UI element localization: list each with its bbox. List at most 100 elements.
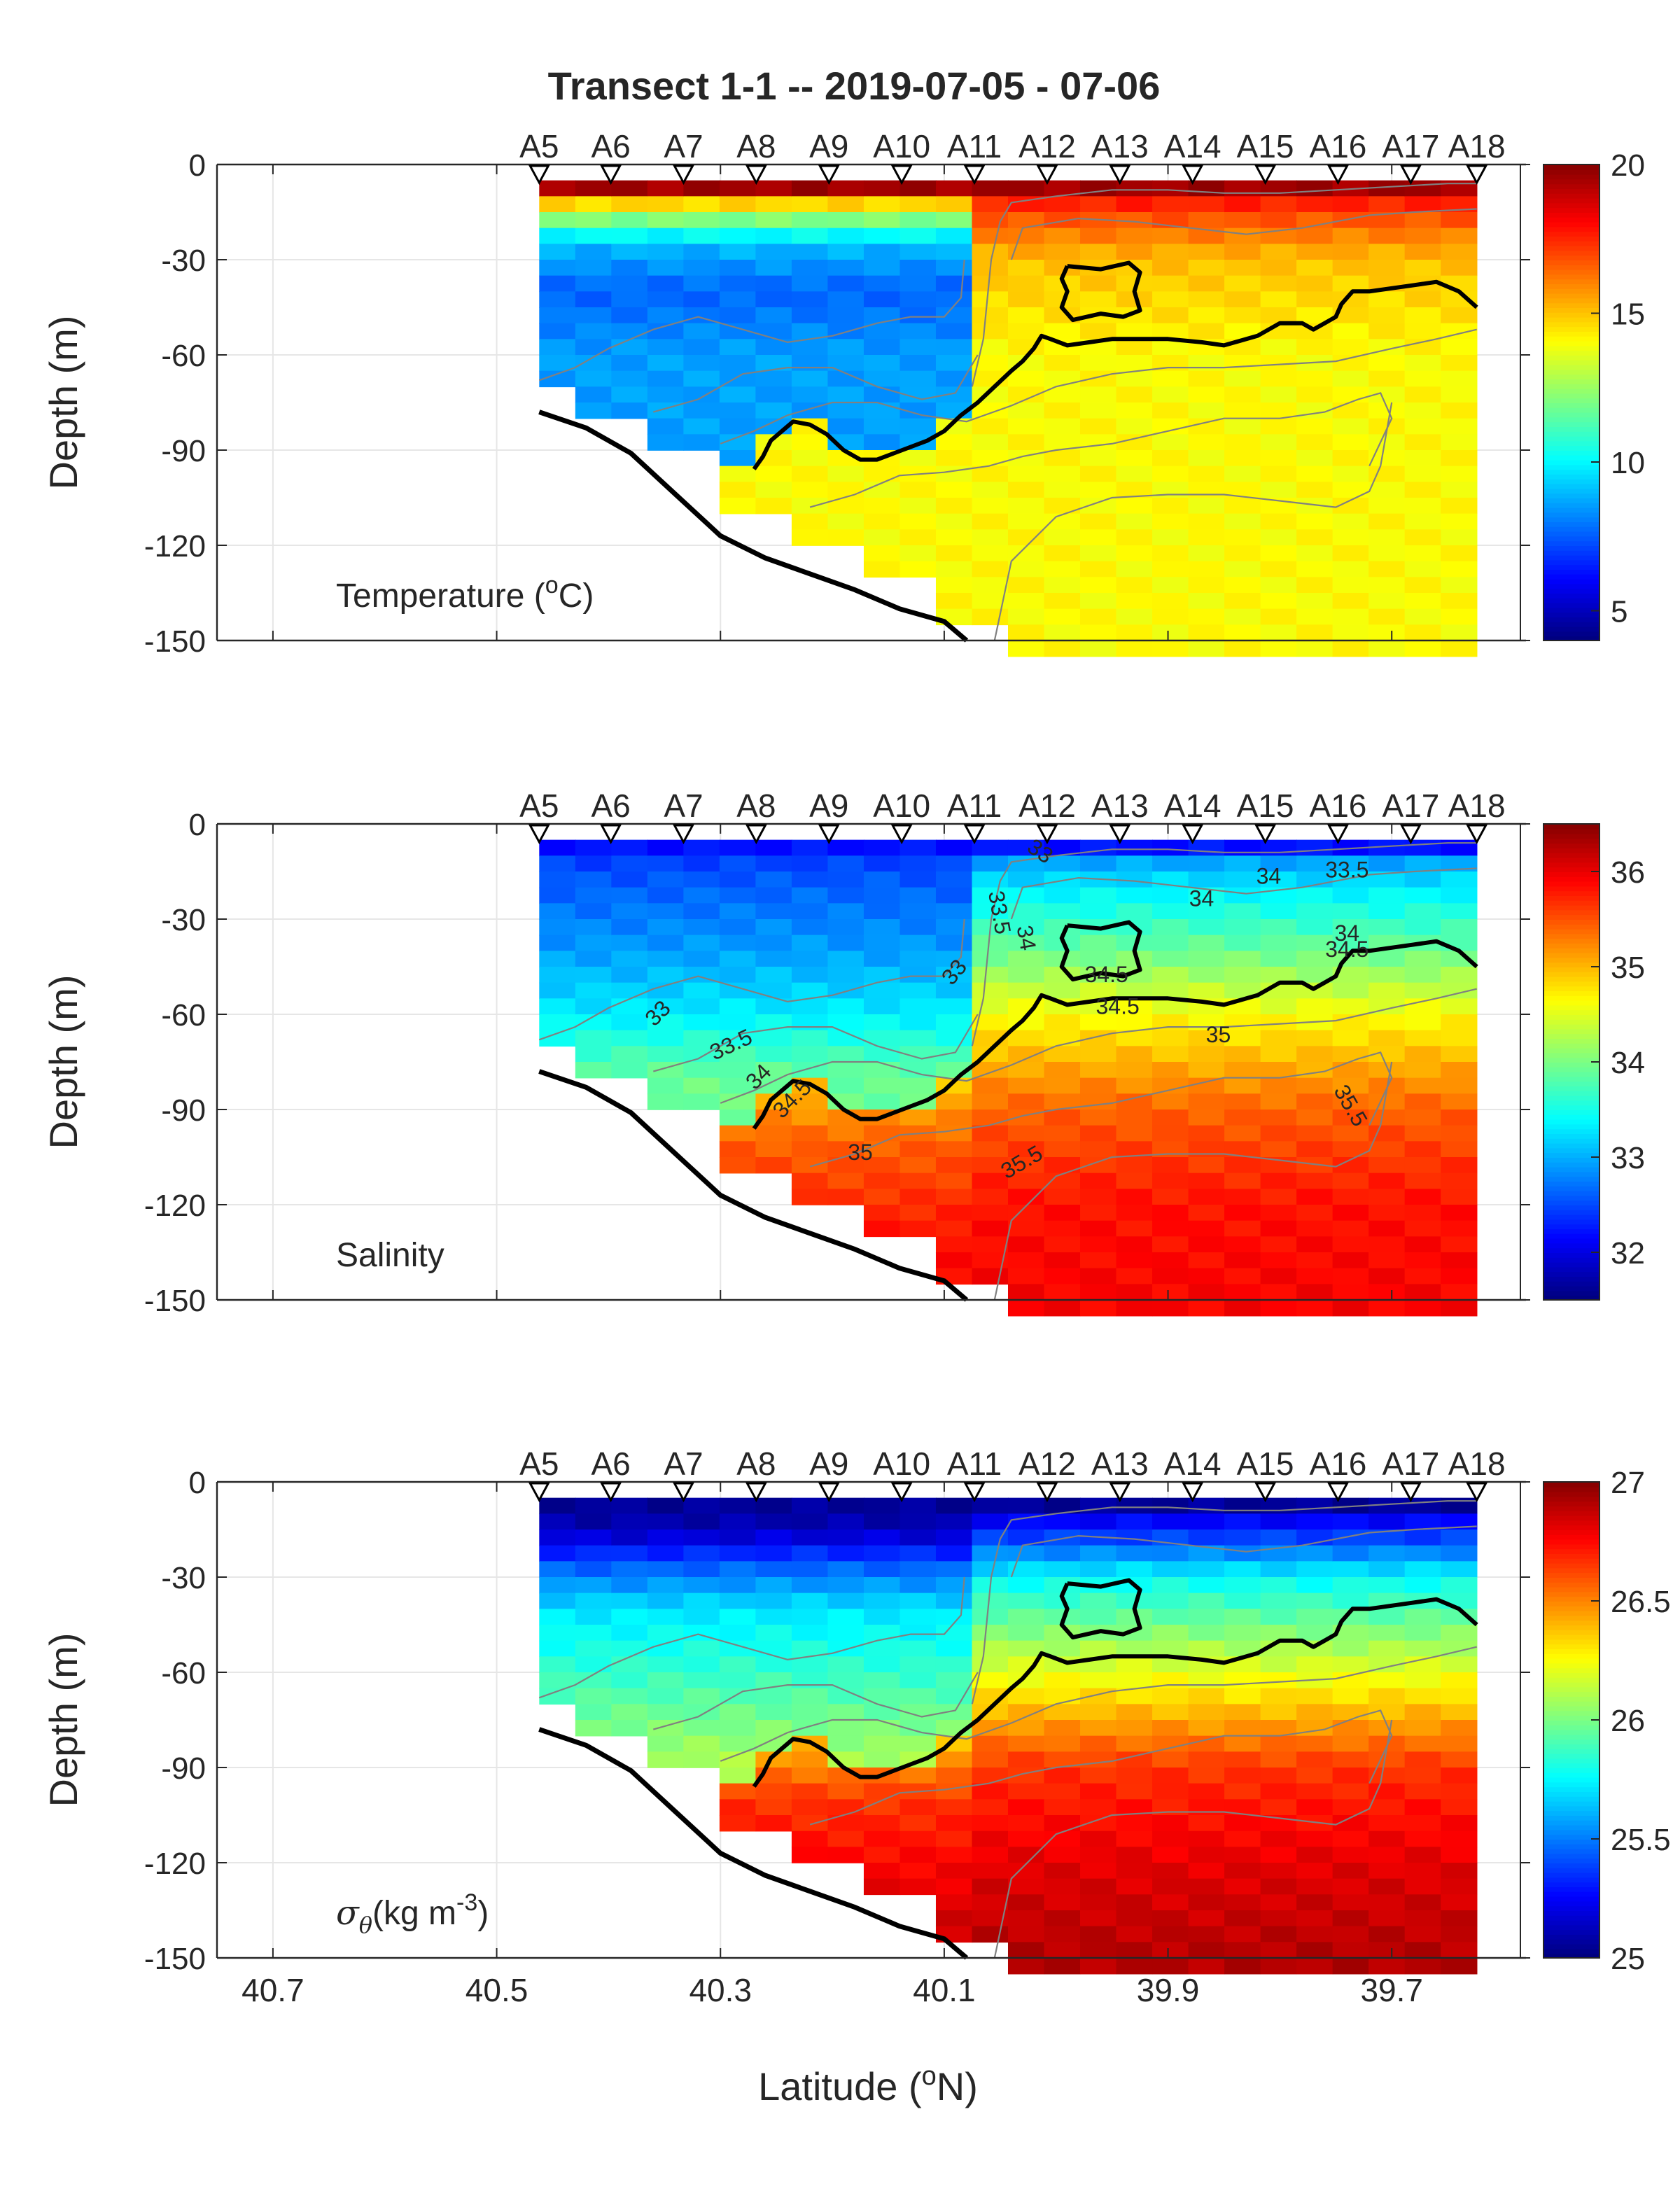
heatmap-cell xyxy=(1007,1926,1045,1943)
heatmap-cell xyxy=(791,1030,829,1047)
heatmap-cell xyxy=(1260,465,1297,483)
heatmap-cell xyxy=(899,1141,937,1158)
heatmap-cell xyxy=(1116,482,1153,498)
heatmap-cell xyxy=(647,1688,685,1705)
heatmap-cell xyxy=(1404,967,1441,983)
heatmap-cell xyxy=(1080,1189,1117,1205)
heatmap-cell xyxy=(1441,998,1478,1015)
heatmap-cell xyxy=(1404,951,1441,967)
heatmap-cell xyxy=(1332,1735,1369,1753)
heatmap-cell xyxy=(1116,196,1153,213)
heatmap-cell xyxy=(1188,855,1225,872)
heatmap-cell xyxy=(647,855,685,872)
heatmap-cell xyxy=(1332,887,1369,904)
heatmap-cell xyxy=(1441,903,1478,920)
heatmap-cell xyxy=(1152,1768,1189,1784)
heatmap-cell xyxy=(647,1592,685,1610)
heatmap-cell xyxy=(1044,1640,1081,1658)
heatmap-cell xyxy=(791,291,829,308)
heatmap-cell xyxy=(1224,1268,1261,1285)
heatmap-cell xyxy=(1188,355,1225,372)
heatmap-cell xyxy=(1116,1815,1153,1832)
heatmap-cell xyxy=(1188,1688,1225,1705)
heatmap-cell xyxy=(1224,1830,1261,1848)
colorbar-segment xyxy=(1544,407,1600,413)
heatmap-cell xyxy=(1404,1926,1441,1943)
heatmap-cell xyxy=(791,1751,829,1768)
heatmap-cell xyxy=(1368,1030,1406,1047)
colorbar-segment xyxy=(1544,1763,1600,1768)
heatmap-cell xyxy=(1007,529,1045,546)
heatmap-cell xyxy=(1332,513,1369,531)
colorbar-segment xyxy=(1544,231,1600,237)
heatmap-cell xyxy=(1404,1688,1441,1705)
station-marker xyxy=(1036,824,1058,845)
heatmap-cell xyxy=(1044,323,1081,340)
heatmap-cell xyxy=(863,339,901,356)
heatmap-cell xyxy=(1368,450,1406,467)
colorbar-segment xyxy=(1544,1176,1600,1182)
heatmap-cell xyxy=(1007,1236,1045,1253)
station-marker xyxy=(600,824,622,845)
heatmap-cell xyxy=(1441,1783,1478,1800)
heatmap-cell xyxy=(683,1093,720,1110)
heatmap-cell xyxy=(791,1189,829,1205)
heatmap-cell xyxy=(1007,951,1045,967)
heatmap-cell xyxy=(1404,1252,1441,1269)
heatmap-cell xyxy=(972,1672,1009,1689)
heatmap-cell xyxy=(863,244,901,260)
colorbar-segment xyxy=(1544,919,1600,925)
heatmap-cell xyxy=(899,1863,937,1879)
heatmap-cell xyxy=(1296,513,1334,531)
heatmap-cell xyxy=(1296,529,1334,546)
heatmap-cell xyxy=(935,934,973,952)
colorbar-segment xyxy=(1544,1791,1600,1797)
heatmap-cell xyxy=(1260,1958,1297,1975)
heatmap-cell xyxy=(683,355,720,372)
heatmap-cell xyxy=(935,260,973,276)
colorbar-segment xyxy=(1544,881,1600,887)
heatmap-cell xyxy=(1007,370,1045,388)
colorbar-segment xyxy=(1544,1280,1600,1287)
heatmap-cell xyxy=(1188,1926,1225,1943)
colorbar-segment xyxy=(1544,1686,1600,1693)
colorbar-segment xyxy=(1544,890,1600,896)
y-tick-label: -120 xyxy=(144,529,206,564)
heatmap-cell xyxy=(1296,465,1334,483)
heatmap-cell xyxy=(935,1656,973,1673)
heatmap-cell xyxy=(719,1530,757,1546)
heatmap-cell xyxy=(935,1046,973,1063)
heatmap-cell xyxy=(1152,1863,1189,1879)
heatmap-cell xyxy=(899,482,937,498)
station-marker xyxy=(1182,164,1204,186)
heatmap-cell xyxy=(935,513,973,531)
y-tick-label: -30 xyxy=(161,903,206,937)
heatmap-cell xyxy=(575,180,612,197)
heatmap-cell xyxy=(719,275,757,293)
heatmap-cell xyxy=(1404,1077,1441,1095)
heatmap-cell xyxy=(719,872,757,888)
colorbar-segment xyxy=(1544,1233,1600,1239)
heatmap-cell xyxy=(1441,1799,1478,1816)
heatmap-cell xyxy=(1116,1172,1153,1190)
heatmap-cell xyxy=(1152,903,1189,920)
heatmap-cell xyxy=(1080,1830,1117,1848)
heatmap-cell xyxy=(1296,1625,1334,1642)
heatmap-cell xyxy=(1152,1497,1189,1515)
heatmap-cell xyxy=(863,1783,901,1800)
heatmap-cell xyxy=(1368,465,1406,483)
heatmap-cell xyxy=(1441,513,1478,531)
heatmap-cell xyxy=(1080,1236,1117,1253)
heatmap-cell xyxy=(1188,1252,1225,1269)
heatmap-cell xyxy=(791,513,829,531)
colorbar-segment xyxy=(1544,298,1600,304)
heatmap-cell xyxy=(1224,1625,1261,1642)
colorbar-segment xyxy=(1544,872,1600,877)
colorbar-segment xyxy=(1544,1900,1600,1907)
heatmap-cell xyxy=(827,1720,864,1737)
colorbar-segment xyxy=(1544,331,1600,337)
colorbar-segment xyxy=(1544,1744,1600,1749)
heatmap-cell xyxy=(1332,323,1369,340)
heatmap-cell xyxy=(1080,1545,1117,1562)
heatmap-cell xyxy=(1441,529,1478,546)
